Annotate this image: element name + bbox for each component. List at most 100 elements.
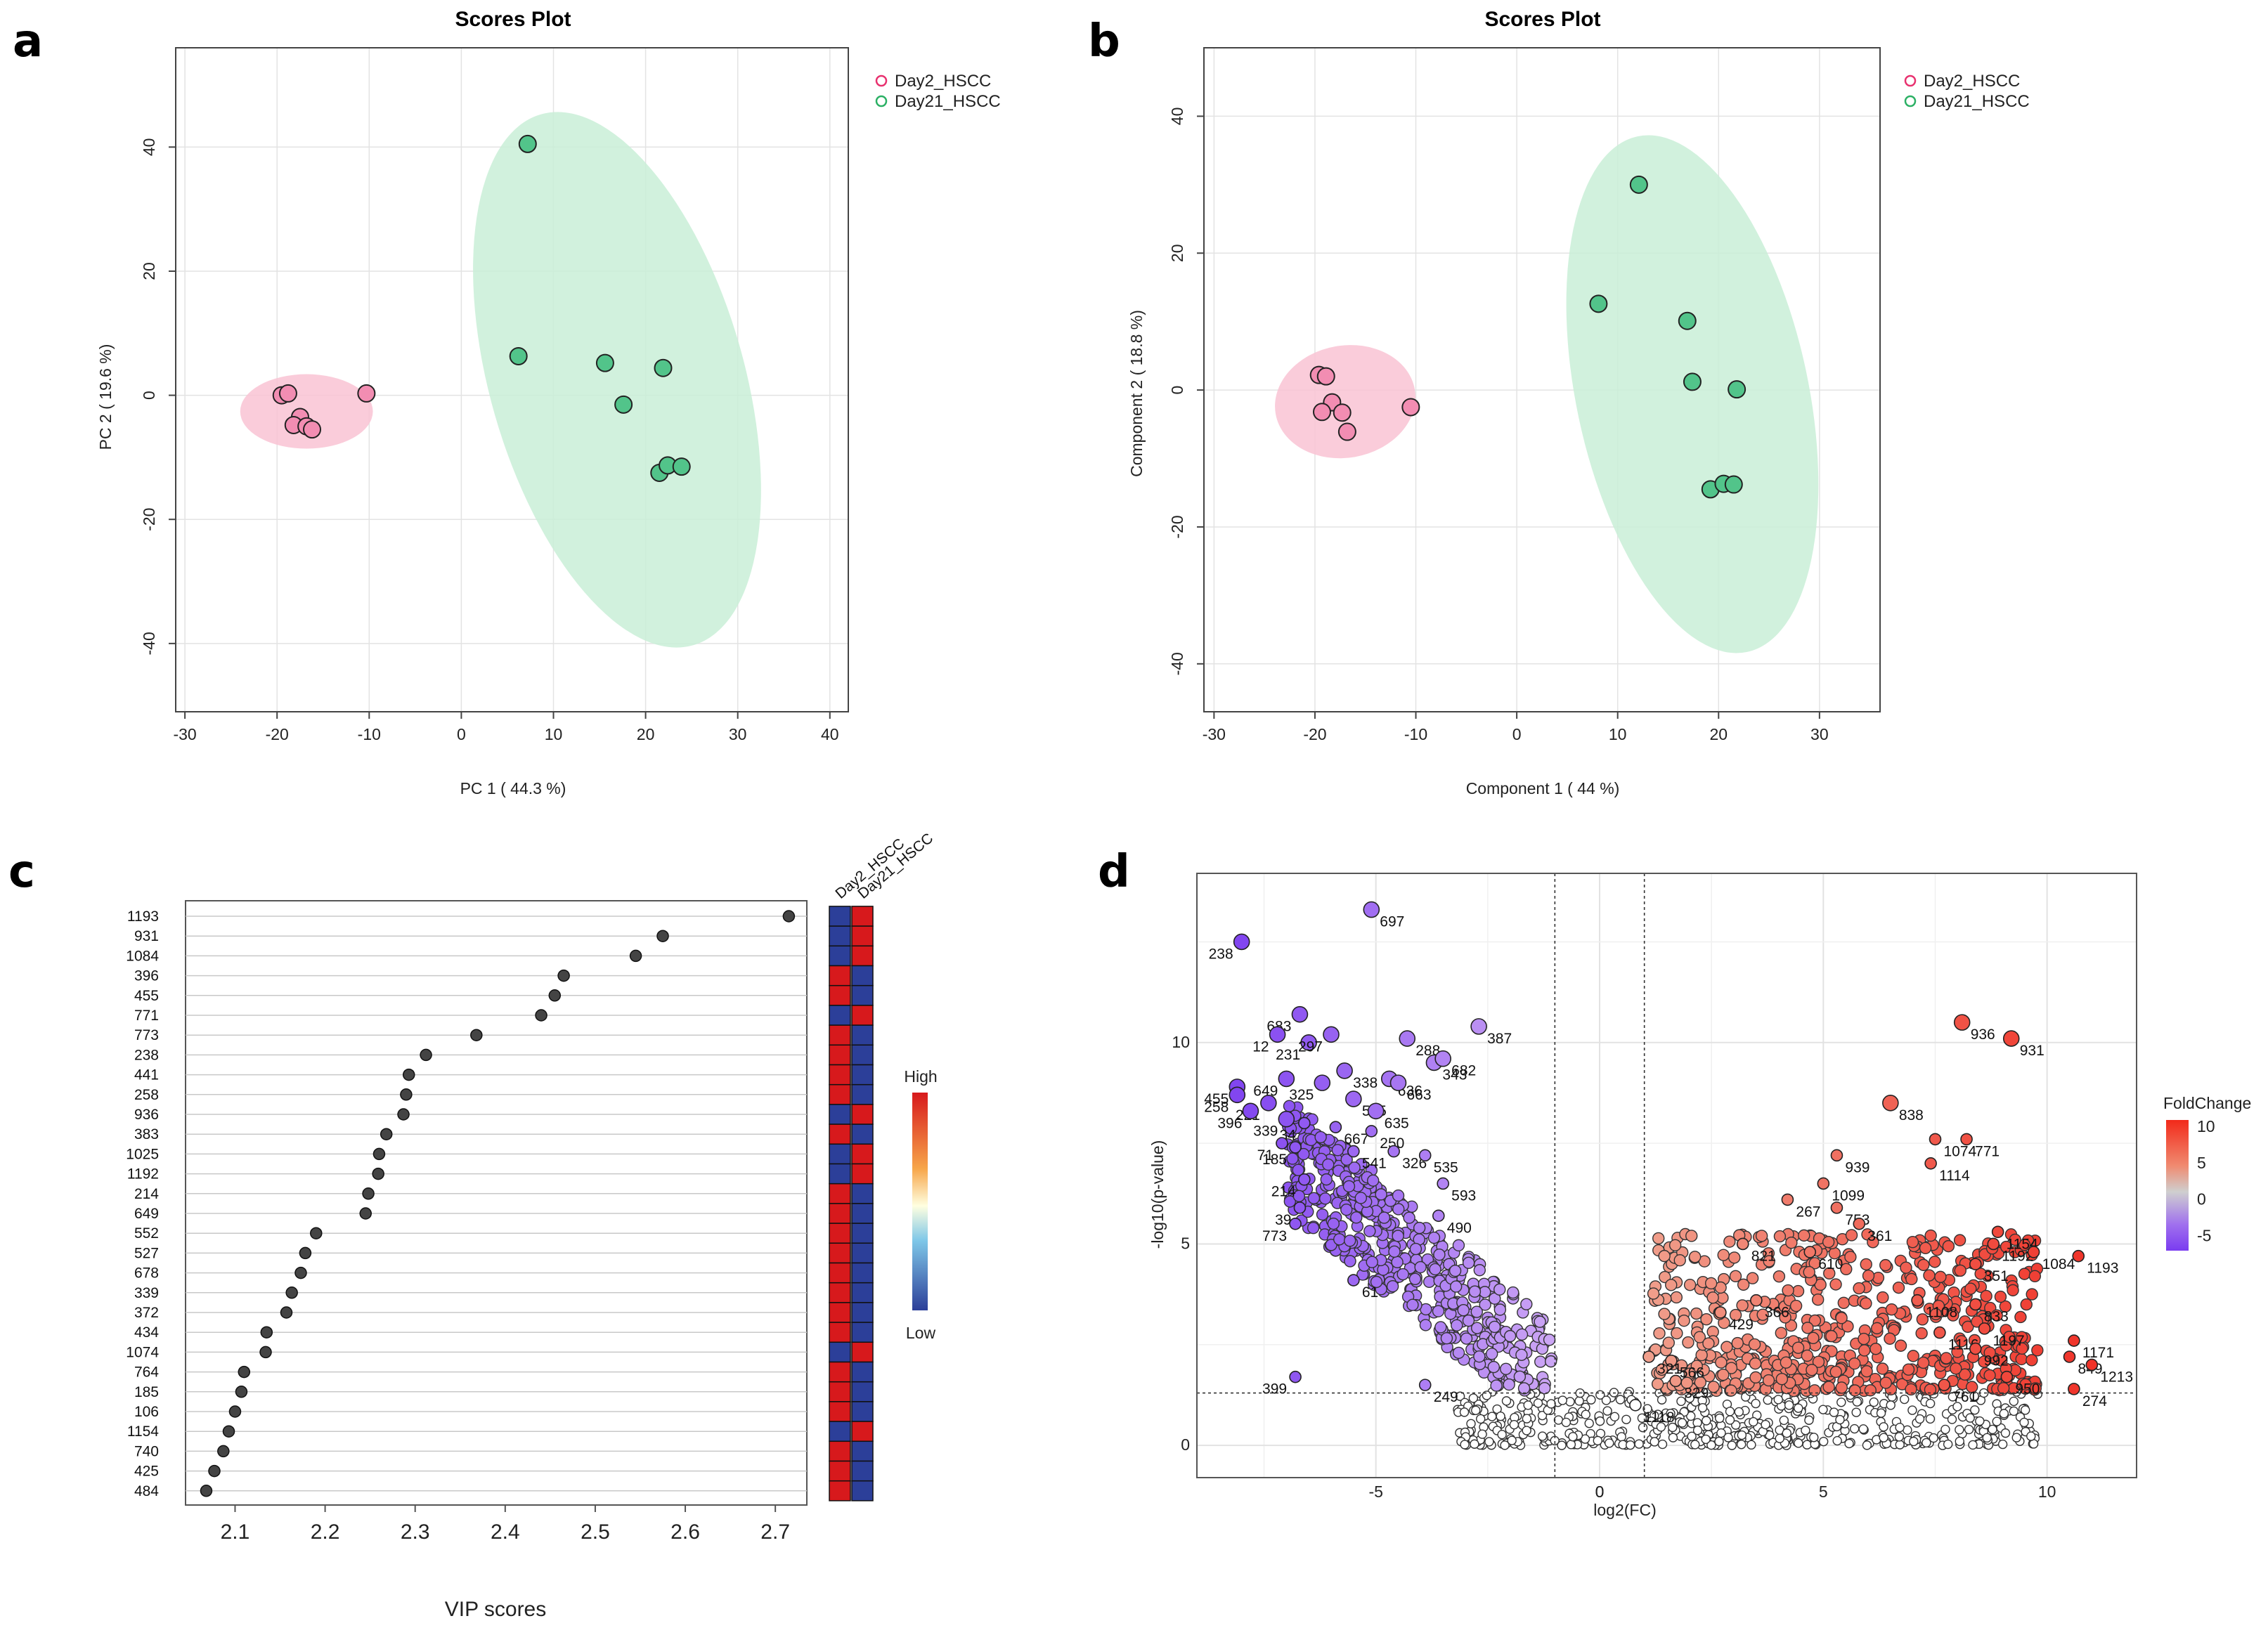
labeled-volcano-point — [1953, 1014, 1971, 1031]
volcano-point — [1848, 1357, 1861, 1370]
plot-frame — [175, 47, 849, 712]
volcano-point — [1751, 1398, 1761, 1409]
volcano-point — [1476, 1414, 1486, 1424]
volcano-point — [1725, 1407, 1735, 1416]
y-tick-label: 20 — [140, 262, 158, 280]
labeled-volcano-point — [1830, 1149, 1843, 1162]
volcano-point — [1406, 1298, 1419, 1311]
score-point — [1728, 380, 1747, 399]
volcano-point — [1763, 1255, 1775, 1268]
vip-point — [217, 1445, 230, 1458]
volcano-point — [1925, 1398, 1936, 1409]
feature-label: 1197 — [1993, 1333, 2025, 1349]
feature-label: 950 — [2015, 1381, 2040, 1398]
volcano-point — [1470, 1439, 1479, 1449]
y-tick-label: 10 — [1172, 1033, 1190, 1051]
vip-point — [235, 1386, 248, 1398]
x-tick-label: 40 — [821, 725, 839, 743]
volcano-point — [1879, 1433, 1888, 1442]
volcano-point — [1988, 1424, 1997, 1435]
score-point — [518, 134, 537, 153]
score-point — [1683, 372, 1702, 391]
y-tick-label: 40 — [140, 138, 158, 157]
panel-a-xlabel: PC 1 ( 44.3 %) — [460, 779, 566, 797]
volcano-point — [1925, 1414, 1936, 1424]
heat-cell-day21 — [851, 1440, 874, 1462]
volcano-point — [1423, 1275, 1436, 1289]
labeled-volcano-point — [2068, 1334, 2080, 1347]
volcano-point — [1682, 1336, 1694, 1349]
volcano-point — [1370, 1275, 1383, 1289]
volcano-point — [2026, 1354, 2038, 1367]
feature-name: 372 — [134, 1305, 159, 1321]
feature-label: 566 — [1680, 1365, 1704, 1381]
heat-cell-day21 — [851, 1361, 874, 1383]
volcano-point — [1331, 1144, 1344, 1157]
volcano-point — [1851, 1407, 1861, 1417]
panel-c-xlabel: VIP scores — [445, 1598, 547, 1621]
volcano-point — [1950, 1362, 1962, 1375]
volcano-point — [1553, 1415, 1564, 1425]
volcano-point — [1626, 1440, 1635, 1450]
volcano-point — [1320, 1173, 1333, 1186]
volcano-point — [1616, 1432, 1626, 1442]
labeled-volcano-point — [1929, 1133, 1942, 1146]
volcano-point — [1656, 1422, 1666, 1432]
volcano-point — [1704, 1277, 1718, 1290]
labeled-volcano-point — [1300, 1034, 1317, 1051]
heat-cell-day21 — [851, 984, 874, 1006]
x-tick-label: 5 — [1819, 1483, 1828, 1501]
volcano-point — [1432, 1305, 1445, 1317]
volcano-point — [2018, 1268, 2031, 1280]
volcano-point — [1676, 1396, 1686, 1407]
labeled-volcano-point — [1817, 1177, 1830, 1190]
volcano-point — [1459, 1407, 1470, 1417]
labeled-volcano-point — [1260, 1095, 1277, 1112]
volcano-point — [1811, 1294, 1825, 1306]
volcano-point — [1517, 1382, 1531, 1395]
feature-label: 535 — [1434, 1159, 1458, 1175]
volcano-point — [1470, 1322, 1484, 1334]
feature-label: 939 — [1845, 1159, 1870, 1175]
heat-cell-day21 — [851, 1262, 874, 1284]
feature-name: 1025 — [126, 1146, 159, 1162]
panel-b-ylabel: Component 2 ( 18.8 %) — [1127, 310, 1146, 477]
volcano-point — [1809, 1433, 1819, 1442]
volcano-point — [1836, 1398, 1846, 1407]
volcano-point — [1867, 1236, 1879, 1249]
volcano-point — [1860, 1365, 1873, 1378]
legend-day21-marker — [1904, 95, 1917, 108]
feature-label: 833 — [1984, 1308, 2009, 1324]
heat-cell-day2 — [829, 1203, 851, 1224]
labeled-volcano-point — [1470, 1018, 1487, 1035]
volcano-point — [1994, 1290, 2007, 1303]
volcano-point — [1477, 1429, 1487, 1439]
feature-label: 71 — [1257, 1147, 1274, 1164]
panel-label-b: b — [1088, 15, 1120, 67]
volcano-point — [1392, 1230, 1404, 1242]
volcano-plot: 6972386831223129733828838734363668266345… — [1148, 873, 2251, 1519]
score-point — [1333, 403, 1352, 422]
volcano-point — [1534, 1355, 1547, 1368]
volcano-point — [1693, 1331, 1706, 1343]
score-point — [1316, 367, 1335, 386]
score-point — [1401, 398, 1420, 417]
volcano-point — [1862, 1440, 1872, 1450]
volcano-point — [1876, 1362, 1889, 1375]
volcano-point — [1501, 1396, 1512, 1406]
feature-label: 1192 — [2002, 1248, 2033, 1264]
volcano-point — [1964, 1282, 1977, 1295]
feature-name: 383 — [134, 1126, 159, 1142]
feature-name: 931 — [134, 928, 159, 944]
volcano-point — [1487, 1412, 1497, 1421]
volcano-point — [1849, 1424, 1860, 1434]
volcano-point — [1965, 1413, 1975, 1423]
volcano-point — [1818, 1405, 1828, 1414]
score-point — [278, 384, 297, 403]
volcano-point — [1715, 1356, 1728, 1369]
volcano-point — [1546, 1399, 1556, 1409]
volcano-point — [1756, 1308, 1769, 1321]
volcano-point — [1818, 1436, 1829, 1447]
volcano-point — [1378, 1211, 1391, 1224]
volcano-point — [1537, 1431, 1548, 1441]
